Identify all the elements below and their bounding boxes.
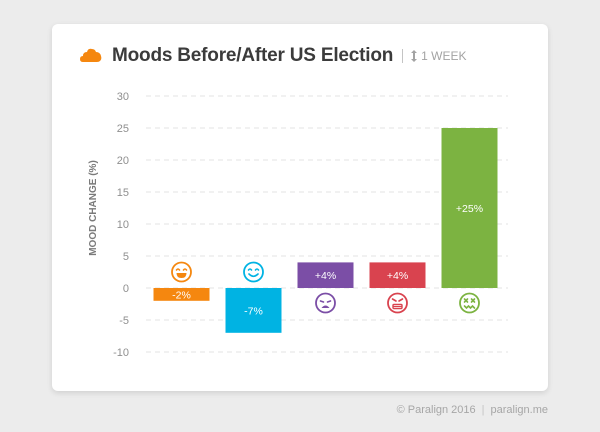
up-down-arrow-icon (411, 50, 418, 62)
sad-face-icon (315, 292, 336, 314)
footer: © Paralign 2016 | paralign.me (397, 404, 548, 416)
y-tick-label: 30 (117, 91, 129, 103)
y-axis-label: MOOD CHANGE (%) (88, 160, 99, 256)
bar-value-label: -2% (172, 289, 191, 301)
bar-value-label: +25% (456, 203, 483, 215)
sick-face-icon (459, 292, 480, 314)
y-tick-label: -5 (119, 315, 129, 327)
copyright-text: © Paralign 2016 (396, 404, 476, 416)
website-link[interactable]: paralign.me (490, 404, 548, 416)
time-period: 1 WEEK (410, 49, 467, 63)
angry-face-icon (387, 292, 408, 314)
y-tick-label: 10 (117, 219, 129, 231)
chart-header: Moods Before/After US Election 1 WEEK (80, 43, 467, 69)
bar-angry (369, 262, 426, 288)
y-tick-label: 0 (123, 283, 129, 295)
chart-title: Moods Before/After US Election (112, 45, 394, 66)
bar-happy (225, 288, 282, 333)
time-period-label: 1 WEEK (421, 49, 467, 63)
footer-divider: | (481, 404, 485, 416)
bar-sick (441, 128, 498, 288)
bar-laughing (153, 288, 210, 301)
y-tick-label: 20 (117, 155, 129, 167)
cloud-logo-icon (80, 48, 102, 62)
header-divider (402, 49, 404, 63)
y-tick-label: 5 (123, 251, 129, 263)
bar-value-label: -7% (244, 305, 263, 317)
bar-value-label: +4% (387, 270, 408, 282)
y-tick-label: 15 (117, 187, 129, 199)
bar-value-label: +4% (315, 270, 336, 282)
bar-sad (297, 262, 354, 288)
y-tick-label: 25 (117, 123, 129, 135)
laughing-face-icon (171, 261, 192, 283)
smiling-face-icon (243, 261, 264, 283)
y-tick-label: -10 (113, 347, 129, 359)
